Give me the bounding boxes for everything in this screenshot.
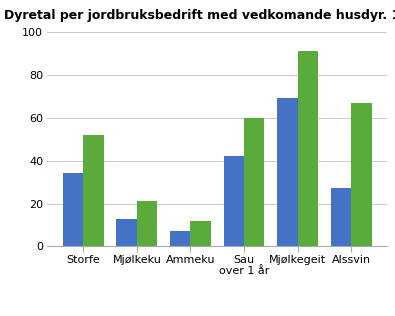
Bar xyxy=(277,98,298,246)
Bar xyxy=(117,219,137,246)
Bar xyxy=(63,173,83,246)
Bar xyxy=(170,231,190,246)
Bar xyxy=(331,188,351,246)
Text: Dyretal per jordbruksbedrift med vedkomande husdyr. 1999 og 2010: Dyretal per jordbruksbedrift med vedkoma… xyxy=(4,9,395,22)
Bar xyxy=(137,201,157,246)
Bar xyxy=(298,51,318,246)
Bar xyxy=(351,102,372,246)
Legend: 1999, 2010*: 1999, 2010* xyxy=(138,313,297,316)
Bar xyxy=(190,221,211,246)
Bar xyxy=(224,156,244,246)
Bar xyxy=(83,135,103,246)
Bar xyxy=(244,118,264,246)
